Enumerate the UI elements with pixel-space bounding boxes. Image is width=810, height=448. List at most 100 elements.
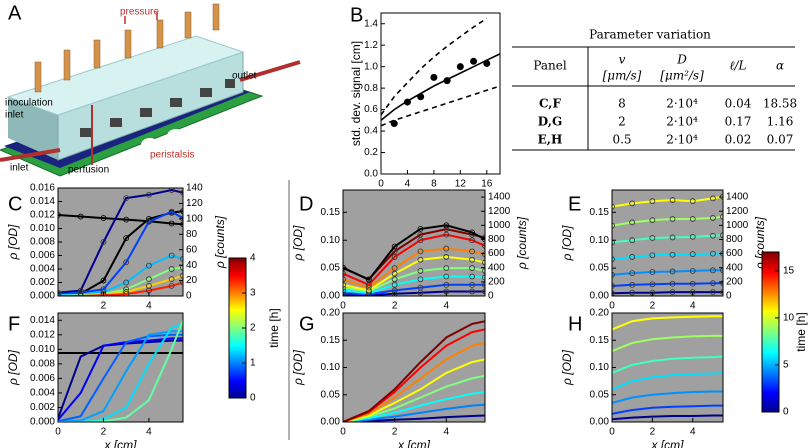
colorbar-tick-label: 0 bbox=[783, 407, 789, 418]
x-tick-label: 0 bbox=[609, 427, 615, 438]
panel-letter: A bbox=[8, 2, 22, 24]
y2-tick-label: 400 bbox=[726, 262, 743, 273]
table-cell: 2 bbox=[618, 115, 626, 129]
y2-axis-label: ρ [counts] bbox=[515, 216, 529, 270]
series-line bbox=[58, 214, 183, 226]
y2-tick-label: 600 bbox=[488, 248, 505, 259]
data-point bbox=[365, 276, 372, 283]
data-point bbox=[469, 229, 475, 236]
data-point bbox=[443, 245, 450, 252]
panel-letter: B bbox=[350, 4, 363, 26]
data-point bbox=[612, 283, 615, 289]
plot-background bbox=[612, 313, 723, 422]
x-tick-label: 0 bbox=[609, 301, 615, 312]
colorbar-tick-label: 15 bbox=[783, 265, 795, 276]
data-point bbox=[669, 251, 676, 258]
series-line bbox=[612, 195, 723, 208]
series-line bbox=[58, 322, 183, 422]
series-line bbox=[343, 320, 485, 422]
data-point bbox=[689, 216, 696, 222]
y-tick-label: 0.000 bbox=[30, 291, 55, 302]
table-cell: 2·10⁴ bbox=[666, 97, 698, 111]
diagram-label: inlet bbox=[10, 163, 29, 174]
table-header: v bbox=[619, 53, 626, 67]
panel-letter: F bbox=[8, 313, 20, 335]
data-point bbox=[180, 221, 183, 228]
data-point bbox=[612, 271, 615, 278]
data-point bbox=[629, 254, 636, 260]
plot-background bbox=[58, 313, 183, 422]
data-point bbox=[482, 274, 485, 281]
y-tick-label: 1.4 bbox=[364, 18, 378, 29]
x-tick-label: 12 bbox=[455, 179, 467, 190]
colorbar-label: time [h] bbox=[267, 308, 281, 347]
y2-tick-label: 400 bbox=[488, 262, 505, 273]
data-point bbox=[417, 225, 424, 232]
y-tick-label: 0.014 bbox=[30, 196, 55, 207]
data-point bbox=[417, 248, 424, 255]
y-tick-label: 0.010 bbox=[30, 223, 55, 234]
y-tick-label: 0.8 bbox=[364, 83, 378, 94]
y-axis-label: ρ [OD] bbox=[6, 349, 20, 386]
y-axis-label: ρ [OD] bbox=[560, 349, 574, 386]
data-point bbox=[180, 279, 183, 286]
data-point bbox=[391, 265, 398, 272]
data-point bbox=[100, 277, 107, 284]
data-point bbox=[669, 289, 676, 295]
y-tick-label: 0.05 bbox=[590, 389, 610, 400]
x-tick-label: 4 bbox=[443, 301, 449, 312]
x-axis-label: x [cm] bbox=[397, 438, 431, 448]
y-tick-label: 0.6 bbox=[364, 104, 378, 115]
data-point bbox=[443, 254, 450, 260]
table-header: D bbox=[676, 53, 687, 67]
diagram-label: peristalsis bbox=[150, 150, 194, 161]
series-line bbox=[612, 404, 723, 415]
y-tick-label: 0.15 bbox=[321, 335, 341, 346]
data-point bbox=[482, 281, 485, 288]
data-point bbox=[417, 284, 424, 291]
series-line bbox=[343, 267, 485, 293]
data-point bbox=[391, 243, 398, 250]
data-point bbox=[720, 213, 723, 220]
x-tick-label: 2 bbox=[101, 301, 107, 312]
data-point bbox=[649, 252, 656, 259]
x-tick-label: 2 bbox=[650, 427, 656, 438]
series-line bbox=[612, 291, 723, 295]
data-point bbox=[417, 231, 424, 238]
plot-frame bbox=[611, 189, 724, 297]
x-tick-label: 4 bbox=[405, 179, 411, 190]
data-point bbox=[443, 231, 450, 238]
data-point bbox=[123, 259, 130, 266]
y2-tick-label: 0 bbox=[488, 291, 494, 302]
table-cell: 1.16 bbox=[767, 115, 794, 129]
series-line bbox=[612, 355, 723, 374]
y2-tick-label: 1200 bbox=[488, 206, 511, 217]
data-point bbox=[180, 264, 183, 271]
series-line bbox=[343, 403, 485, 422]
data-point bbox=[100, 239, 107, 245]
series-line bbox=[343, 233, 485, 286]
data-point bbox=[649, 235, 656, 241]
diagram-label: inlet bbox=[5, 110, 24, 121]
data-point bbox=[443, 281, 450, 288]
data-point bbox=[430, 73, 438, 81]
data-point bbox=[417, 276, 424, 283]
data-point bbox=[612, 290, 615, 296]
plot-background bbox=[381, 13, 500, 174]
data-point bbox=[469, 265, 475, 272]
colorbar-tick-label: 5 bbox=[783, 360, 789, 371]
data-point bbox=[629, 281, 636, 288]
data-point bbox=[649, 269, 656, 275]
x-tick-label: 2 bbox=[392, 301, 398, 312]
plot-area bbox=[58, 188, 183, 296]
table-cell: 2·10⁴ bbox=[666, 115, 698, 129]
table-cell: 0.02 bbox=[725, 133, 752, 147]
data-point bbox=[391, 254, 398, 260]
series-line bbox=[343, 328, 485, 422]
data-point bbox=[343, 290, 346, 296]
y-tick-label: 0.05 bbox=[321, 389, 341, 400]
panel-letter: D bbox=[299, 193, 313, 215]
plot-frame bbox=[342, 189, 486, 297]
device-diagram: A pressure inoculation inlet outlet inle… bbox=[0, 2, 301, 177]
data-point bbox=[710, 250, 716, 257]
